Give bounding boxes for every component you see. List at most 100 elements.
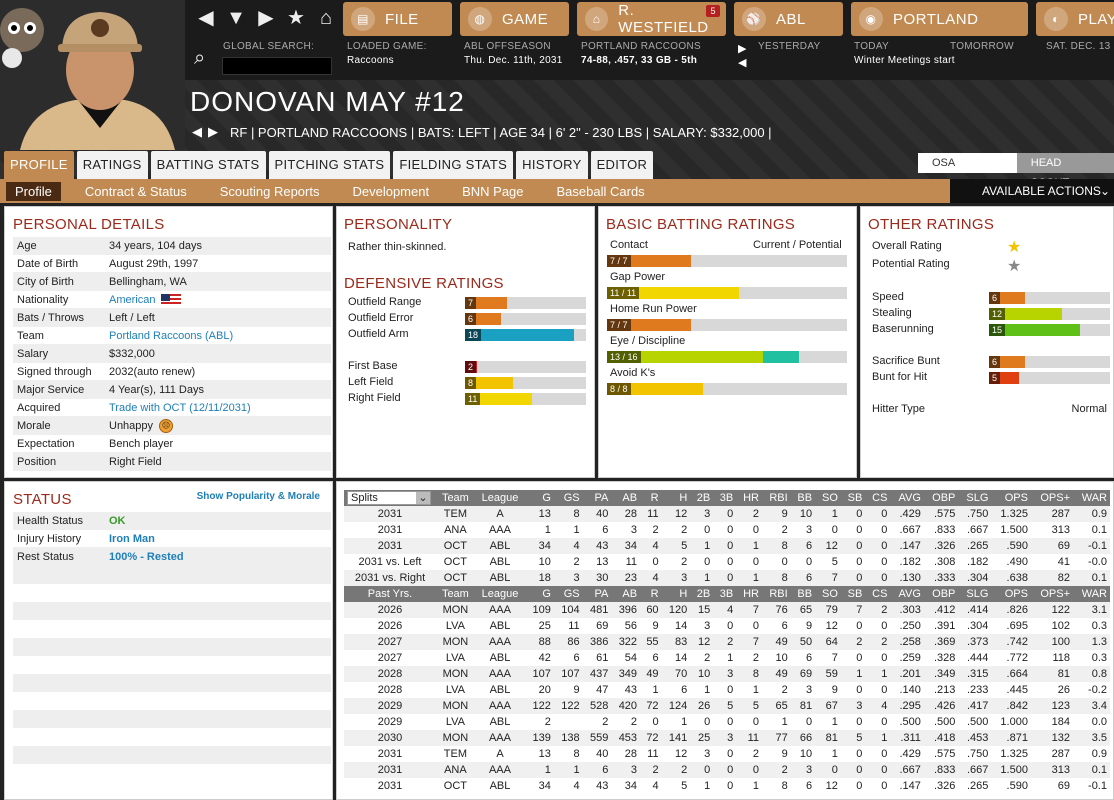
stats-cell: .667: [958, 762, 992, 778]
stats-column-header[interactable]: AB: [611, 490, 641, 506]
detail-value[interactable]: Trade with OCT (12/11/2031): [109, 401, 251, 414]
file-menu-button[interactable]: ▤ FILE: [343, 2, 452, 36]
team-menu-button[interactable]: ◉ PORTLAND: [851, 2, 1028, 36]
stats-cell: .303: [890, 602, 924, 618]
tab-batting-stats[interactable]: BATTING STATS: [150, 151, 266, 179]
stats-column-header[interactable]: OPS: [991, 490, 1031, 506]
subtab-development[interactable]: Development: [352, 184, 430, 199]
game-menu-button[interactable]: ◍ GAME: [460, 2, 569, 36]
stats-column-header[interactable]: SLG: [958, 586, 992, 602]
stats-column-header[interactable]: SB: [840, 490, 866, 506]
stats-column-header[interactable]: GS: [553, 586, 583, 602]
stats-column-header[interactable]: OPS+: [1030, 586, 1073, 602]
stats-column-header[interactable]: 2B: [690, 490, 714, 506]
stats-column-header[interactable]: GS: [553, 490, 583, 506]
stats-cell: 72: [640, 698, 662, 714]
tab-pitching-stats[interactable]: PITCHING STATS: [268, 151, 391, 179]
back-arrow-icon[interactable]: ◀: [198, 7, 214, 29]
league-menu-button[interactable]: ⚾ ABL: [734, 2, 843, 36]
stats-column-header[interactable]: OPS: [991, 586, 1031, 602]
splits-dropdown[interactable]: Splits ⌄: [344, 490, 436, 506]
next-player-arrow-icon[interactable]: ▶: [208, 124, 218, 139]
empty-row: [13, 620, 331, 638]
tab-fielding-stats[interactable]: FIELDING STATS: [393, 151, 514, 179]
stats-column-header[interactable]: AVG: [890, 490, 924, 506]
stats-column-header[interactable]: 3B: [713, 586, 737, 602]
stats-column-header[interactable]: OPS+: [1030, 490, 1073, 506]
stats-column-header[interactable]: 3B: [713, 490, 737, 506]
subtab-profile[interactable]: Profile: [6, 182, 61, 201]
next-day-arrow-icon[interactable]: ▶: [738, 43, 747, 55]
stats-column-header[interactable]: RBI: [762, 490, 791, 506]
stats-column-header[interactable]: HR: [736, 490, 762, 506]
stats-column-header[interactable]: H: [661, 490, 691, 506]
tab-ratings[interactable]: RATINGS: [76, 151, 148, 179]
stats-column-header[interactable]: RBI: [762, 586, 791, 602]
rating-value: 7: [465, 297, 477, 309]
stats-column-header[interactable]: League: [474, 490, 526, 506]
stats-column-header[interactable]: CS: [865, 490, 891, 506]
stats-column-header[interactable]: SO: [815, 586, 841, 602]
stats-column-header[interactable]: WAR: [1073, 586, 1110, 602]
rating-value: 18: [465, 329, 482, 341]
subtab-bnn-page[interactable]: BNN Page: [462, 184, 524, 199]
play-menu-button[interactable]: ◐ PLAY: [1036, 2, 1114, 36]
stats-column-header[interactable]: R: [640, 490, 662, 506]
stats-column-header[interactable]: G: [525, 586, 554, 602]
subtab-scouting-reports[interactable]: Scouting Reports: [219, 184, 320, 199]
stats-cell: 69: [596, 620, 609, 632]
stats-column-header[interactable]: CS: [865, 586, 891, 602]
dropdown-arrow-icon[interactable]: ▼: [226, 7, 246, 29]
stats-column-header[interactable]: Team: [436, 490, 475, 506]
prev-player-arrow-icon[interactable]: ◀: [192, 124, 202, 139]
stats-column-header[interactable]: League: [474, 586, 526, 602]
stats-column-header[interactable]: Team: [436, 586, 475, 602]
stats-column-header[interactable]: SLG: [958, 490, 992, 506]
stats-column-header[interactable]: PA: [582, 586, 612, 602]
subtab-contract-status[interactable]: Contract & Status: [84, 184, 187, 199]
available-actions-button[interactable]: AVAILABLE ACTIONS ⌄: [950, 179, 1114, 203]
stats-column-header[interactable]: PA: [582, 490, 612, 506]
stats-column-header[interactable]: OBP: [923, 490, 959, 506]
stats-column-header[interactable]: SO: [815, 490, 841, 506]
tab-history[interactable]: HISTORY: [516, 151, 588, 179]
stats-column-header[interactable]: SB: [840, 586, 866, 602]
stats-column-header[interactable]: AB: [611, 586, 641, 602]
detail-row: Date of Birth August 29th, 1997: [13, 255, 331, 273]
tomorrow-label[interactable]: TOMORROW: [950, 41, 1014, 52]
defensive-rating-label: First Base: [348, 360, 398, 372]
stats-column-header[interactable]: WAR: [1073, 490, 1110, 506]
stats-column-header[interactable]: OBP: [923, 586, 959, 602]
yesterday-label[interactable]: YESTERDAY: [758, 41, 821, 52]
stats-cell: 0: [752, 556, 759, 568]
stats-cell: .750: [958, 506, 992, 522]
stats-column-header[interactable]: AVG: [890, 586, 924, 602]
detail-value[interactable]: American: [109, 293, 156, 306]
stats-column-header[interactable]: R: [640, 586, 662, 602]
detail-value[interactable]: Portland Raccoons (ABL): [109, 329, 234, 342]
stats-column-header[interactable]: 2B: [690, 586, 714, 602]
forward-arrow-icon[interactable]: ▶: [258, 7, 274, 29]
head-scout-toggle[interactable]: HEAD SCOUT: [1016, 153, 1114, 189]
tab-profile[interactable]: PROFILE: [4, 151, 74, 179]
show-popularity-morale-link[interactable]: Show Popularity & Morale: [196, 491, 320, 502]
search-icon[interactable]: ⌕: [194, 47, 206, 69]
osa-ratings-toggle[interactable]: OSA RATINGS: [918, 153, 1017, 189]
stats-column-header[interactable]: BB: [790, 586, 816, 602]
stats-column-header[interactable]: G: [525, 490, 554, 506]
stats-cell: .590: [1006, 780, 1028, 792]
stats-cell: 481: [582, 602, 612, 618]
next-day-label[interactable]: SAT. DEC. 13: [1046, 41, 1111, 52]
manager-menu-button[interactable]: ⌂ R. WESTFIELD 5: [577, 2, 726, 36]
global-search-input[interactable]: [222, 57, 332, 75]
stats-cell: .667: [967, 524, 989, 536]
subtab-baseball-cards[interactable]: Baseball Cards: [556, 184, 645, 199]
stats-column-header[interactable]: BB: [790, 490, 816, 506]
home-icon[interactable]: ⌂: [319, 7, 333, 29]
splits-select[interactable]: Splits ⌄: [347, 491, 431, 505]
favorite-star-icon[interactable]: ★: [287, 7, 305, 29]
prev-day-arrow-icon[interactable]: ◀: [738, 57, 747, 69]
tab-editor[interactable]: EDITOR: [590, 151, 654, 179]
stats-column-header[interactable]: H: [661, 586, 691, 602]
stats-column-header[interactable]: HR: [736, 586, 762, 602]
